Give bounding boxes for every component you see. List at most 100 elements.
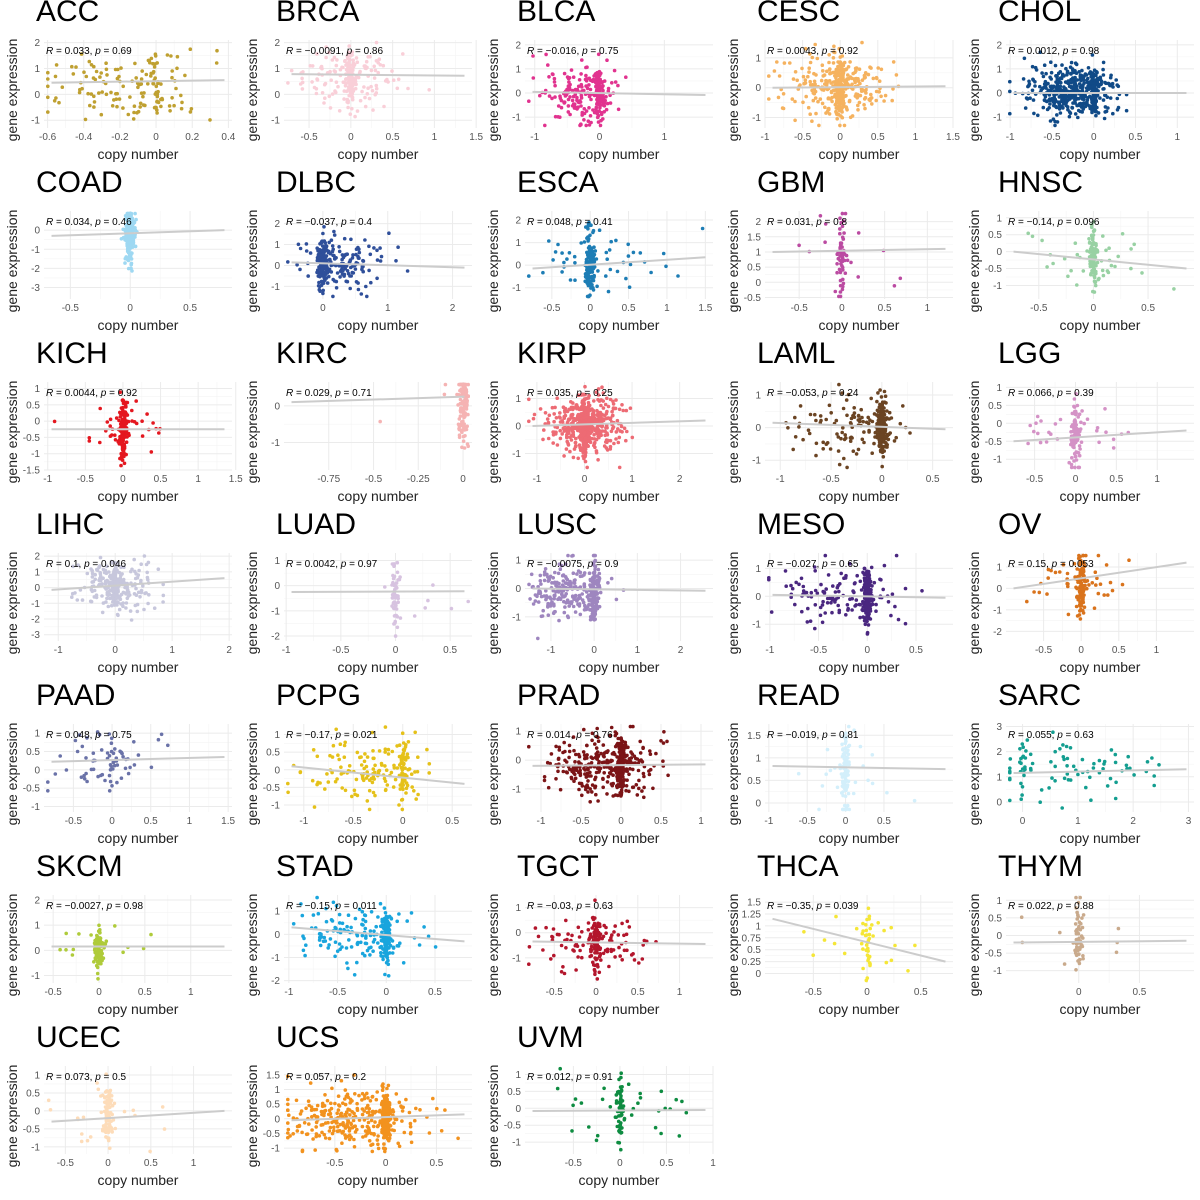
points (383, 560, 470, 638)
data-point (840, 235, 845, 240)
data-point (345, 54, 350, 59)
y-tick-label: -1 (993, 455, 1002, 466)
data-point (90, 571, 95, 576)
data-point (317, 247, 322, 252)
data-point (1057, 78, 1061, 82)
data-point (797, 243, 801, 248)
data-point (464, 407, 469, 411)
data-point (1096, 89, 1100, 93)
data-point (460, 409, 464, 413)
stat-annotation: R = 0.0012, p = 0.98 (1008, 46, 1100, 57)
data-point (1111, 446, 1116, 450)
x-tick-label: 2 (677, 474, 683, 485)
data-point (863, 106, 867, 111)
data-point (140, 69, 144, 73)
data-point (347, 57, 352, 62)
data-point (839, 220, 843, 225)
data-point (115, 568, 119, 572)
y-tick-label: 0 (34, 90, 40, 101)
panel-title: GBM (757, 166, 826, 199)
data-point (336, 84, 340, 89)
data-point (786, 426, 790, 430)
data-point (848, 421, 853, 425)
data-point (1077, 444, 1082, 448)
y-tick-label: -3 (31, 630, 40, 641)
data-point (1076, 96, 1081, 101)
data-point (843, 271, 848, 275)
points (378, 382, 470, 450)
data-point (581, 393, 586, 397)
data-point (132, 110, 136, 115)
data-point (572, 254, 577, 259)
data-point (568, 95, 572, 99)
data-point (596, 387, 601, 391)
panel-title: LUAD (276, 508, 357, 541)
data-point (110, 104, 115, 108)
x-tick-label: -0.5 (810, 645, 828, 656)
data-point (461, 439, 466, 443)
data-point (555, 396, 559, 400)
x-tick-label: -0.5 (365, 474, 383, 485)
data-point (344, 77, 348, 81)
y-tick-label: 1 (755, 564, 761, 575)
data-point (879, 438, 883, 442)
data-point (161, 593, 166, 598)
data-point (817, 123, 821, 128)
data-point (600, 424, 605, 428)
data-point (1055, 74, 1059, 78)
data-point (793, 435, 798, 439)
data-point (845, 258, 850, 263)
data-point (608, 417, 613, 422)
data-point (351, 58, 355, 62)
data-point (854, 66, 859, 70)
data-point (580, 58, 584, 62)
data-point (843, 433, 847, 437)
data-point (1124, 108, 1129, 113)
data-point (1094, 69, 1099, 74)
data-point (560, 589, 564, 593)
data-point (98, 555, 103, 560)
data-point (846, 73, 850, 77)
x-tick-label: -0.25 (407, 474, 430, 485)
data-point (1073, 409, 1078, 414)
data-point (1113, 264, 1117, 269)
data-point (577, 78, 582, 82)
y-tick-label: 0 (755, 278, 761, 289)
data-point (1093, 283, 1098, 288)
data-point (595, 413, 599, 417)
data-point (839, 241, 844, 245)
data-point (1064, 103, 1068, 108)
data-point (582, 88, 586, 93)
y-axis-label: gene expression (725, 381, 741, 484)
y-tick-label: -0.5 (744, 293, 762, 304)
data-point (338, 67, 343, 72)
data-point (1075, 252, 1080, 257)
data-point (174, 86, 178, 91)
data-point (1051, 261, 1055, 266)
panel-dlbc: DLBC 0 1 2 -1 0 1 2 R = −0.037, p = 0.4 copy numb… (240, 166, 480, 342)
data-point (1049, 70, 1054, 75)
data-point (795, 78, 799, 83)
data-point (890, 98, 894, 103)
data-point (353, 114, 357, 119)
data-point (815, 56, 820, 61)
y-tick-label: 0.5 (988, 401, 1002, 412)
data-point (208, 118, 212, 122)
data-point (1098, 75, 1103, 80)
y-tick-label: 0 (515, 89, 521, 100)
data-point (840, 256, 845, 261)
data-point (821, 447, 825, 451)
data-point (1074, 454, 1078, 459)
data-point (71, 72, 76, 76)
data-point (124, 431, 128, 436)
data-point (542, 570, 547, 574)
data-point (841, 406, 846, 411)
data-point (844, 106, 849, 111)
y-tick-label: 2 (515, 40, 521, 51)
data-point (155, 99, 159, 104)
data-point (108, 424, 112, 428)
data-point (1108, 83, 1112, 88)
data-point (551, 588, 556, 593)
